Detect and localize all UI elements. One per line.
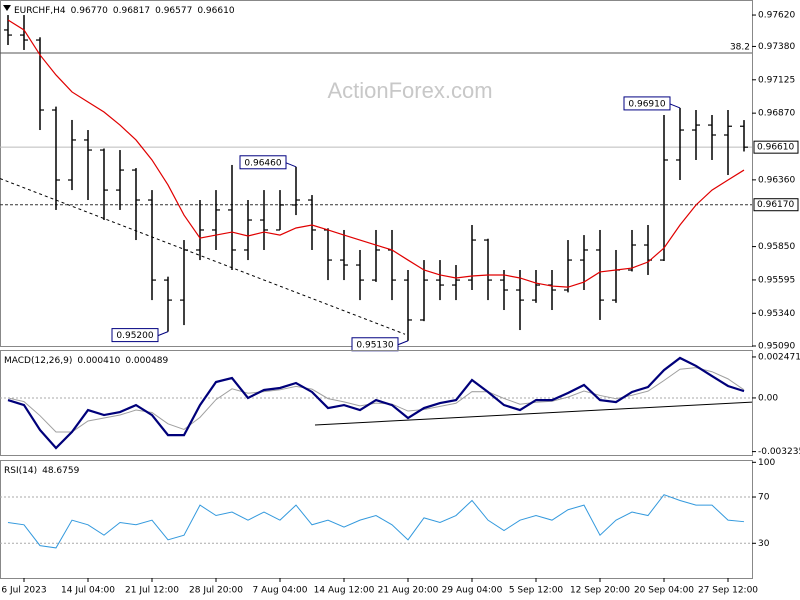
annotation-box	[623, 96, 671, 111]
x-tick-label: 28 Jul 20:00	[189, 586, 243, 596]
y-tick-label: 100	[758, 458, 775, 468]
annotation-connector	[157, 331, 169, 337]
header-item: 0.000489	[125, 356, 168, 366]
x-tick-label: 29 Aug 04:00	[442, 586, 503, 596]
panel-frame	[0, 460, 753, 579]
y-tick-label: 0.95090	[758, 342, 795, 352]
moving-average	[7, 19, 745, 288]
header-item: MACD(12,26,9)	[4, 356, 72, 366]
x-tick-label: 20 Sep 04:00	[634, 586, 694, 596]
annotation-label: 0.96460	[244, 158, 281, 168]
annotation-box	[239, 155, 287, 170]
header-item: 0.96817	[113, 6, 150, 16]
annotation-connector	[669, 103, 681, 109]
header-item: RSI(14)	[4, 466, 37, 476]
fib-label: 38.2	[730, 42, 750, 52]
trendline	[314, 401, 753, 426]
y-tick-label: -0.003235	[758, 447, 800, 457]
y-tick-label: 0.96870	[758, 109, 795, 119]
panel-frame	[0, 350, 753, 456]
rsi-line	[7, 494, 745, 549]
header-item: 0.96610	[197, 6, 234, 16]
header-item: 0.96577	[155, 6, 192, 16]
y-tick-label: 0.95850	[758, 242, 795, 252]
y-tick-label: 0.96360	[758, 175, 795, 185]
price-level-box	[753, 140, 799, 154]
symbol-icon	[3, 5, 11, 11]
x-tick-label: 5 Sep 12:00	[509, 586, 564, 596]
header-item: 0.96770	[71, 6, 108, 16]
y-tick-label: 30	[758, 539, 770, 549]
annotation-connector	[285, 162, 297, 168]
y-tick-label: 0.95595	[758, 275, 795, 285]
watermark: ActionForex.com	[327, 78, 492, 103]
header-item: EURCHF,H4	[14, 6, 66, 16]
y-tick-label: 0.002471	[758, 352, 800, 362]
panel-header: RSI(14) 48.6759	[4, 466, 80, 476]
x-tick-label: 27 Sep 12:00	[698, 586, 758, 596]
annotation-box	[111, 328, 159, 343]
x-tick-label: 12 Sep 20:00	[570, 586, 630, 596]
price-level-label: 0.96610	[757, 143, 794, 153]
y-tick-label: 0.00	[758, 393, 778, 403]
panel-header: EURCHF,H4 0.96770 0.96817 0.96577 0.96610	[14, 6, 235, 16]
x-tick-label: 7 Aug 04:00	[253, 586, 308, 596]
macd-line	[7, 356, 745, 450]
y-tick-label: 0.95340	[758, 309, 795, 319]
header-item: 0.000410	[77, 356, 120, 366]
panel-header: MACD(12,26,9) 0.000410 0.000489	[4, 356, 169, 366]
header-item: 48.6759	[42, 466, 79, 476]
y-tick-label: 70	[758, 493, 770, 503]
annotation-label: 0.95130	[356, 340, 393, 350]
price-level-label: 0.96170	[757, 200, 794, 210]
x-tick-label: 21 Jul 12:00	[125, 586, 179, 596]
y-tick-label: 0.97380	[758, 42, 795, 52]
y-tick-label: 0.97125	[758, 75, 795, 85]
x-tick-label: 14 Aug 12:00	[314, 586, 375, 596]
x-tick-label: 14 Jul 04:00	[61, 586, 115, 596]
annotation-label: 0.95200	[116, 331, 153, 341]
trendline	[0, 178, 406, 335]
x-tick-label: 6 Jul 2023	[1, 586, 46, 596]
y-tick-label: 0.97620	[758, 11, 795, 21]
annotation-connector	[397, 340, 409, 346]
x-tick-label: 21 Aug 20:00	[378, 586, 439, 596]
annotation-label: 0.96910	[628, 99, 665, 109]
price-level-box	[753, 198, 799, 212]
